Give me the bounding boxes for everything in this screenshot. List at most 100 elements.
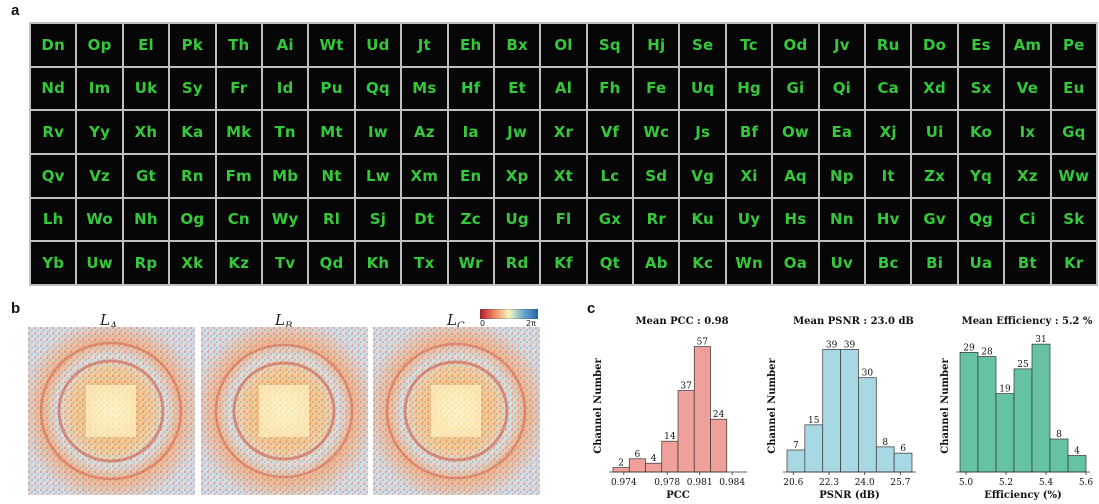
letter-cell: Js bbox=[680, 111, 725, 153]
letter-cell: Im bbox=[77, 67, 122, 110]
letter-cell: Ka bbox=[170, 111, 215, 153]
letter-cell: Fm bbox=[216, 155, 261, 197]
bar-count-label: 24 bbox=[713, 410, 725, 420]
letter-cell: Wr bbox=[448, 242, 493, 284]
letter-cell: Dt bbox=[402, 198, 447, 241]
bar-count-label: 8 bbox=[1056, 430, 1062, 440]
x-tick-label: 5.6 bbox=[1079, 478, 1094, 488]
bar-count-label: 4 bbox=[651, 454, 657, 464]
letter-cell: Zc bbox=[448, 198, 493, 241]
letter-cell: Se bbox=[680, 24, 725, 66]
letter-cell: Xm bbox=[402, 155, 447, 197]
x-tick-label: 24.0 bbox=[855, 478, 875, 488]
letter-cell: Mk bbox=[216, 111, 261, 153]
letter-cell: Ai bbox=[262, 24, 308, 66]
histogram-bar bbox=[710, 418, 728, 473]
letter-cell: Xz bbox=[1005, 155, 1050, 197]
bar-count-label: 39 bbox=[844, 340, 856, 350]
phase-label-a-base: L bbox=[100, 311, 110, 329]
letter-cell: Ve bbox=[1005, 67, 1050, 110]
letter-cell: Xj bbox=[866, 111, 911, 153]
letter-cell: Fr bbox=[216, 67, 261, 110]
phase-label-a-sub: A bbox=[109, 321, 118, 332]
letter-cell: Ci bbox=[1005, 198, 1050, 241]
bar-count-label: 2 bbox=[618, 459, 624, 469]
histogram-bar bbox=[786, 449, 806, 473]
histogram-ylabel: Channel Number bbox=[593, 358, 604, 454]
letter-cell: Ab bbox=[634, 242, 679, 284]
bar-count-label: 6 bbox=[900, 444, 906, 454]
letter-cell: Kc bbox=[680, 242, 725, 284]
letter-cell: Uv bbox=[819, 242, 865, 284]
letter-cell: Zx bbox=[912, 155, 957, 197]
letter-cell: Oa bbox=[773, 242, 818, 284]
phase-label-b: LB bbox=[275, 311, 292, 332]
letter-cell: Yb bbox=[31, 242, 76, 284]
letter-cell: Yq bbox=[958, 155, 1004, 197]
letter-cell: Ia bbox=[448, 111, 493, 153]
colorbar-max-label: 2π bbox=[526, 319, 536, 328]
letter-cell: Tx bbox=[402, 242, 447, 284]
histogram-3: Mean Efficiency : 5.2 % Channel Number 29 2… bbox=[940, 316, 1093, 501]
letter-cell: Hv bbox=[866, 198, 911, 241]
letter-cell: Vg bbox=[680, 155, 725, 197]
bar-count-label: 14 bbox=[664, 432, 676, 442]
letter-cell: Ea bbox=[819, 111, 865, 153]
letter-cell: Rl bbox=[309, 198, 354, 241]
letter-cell: Kz bbox=[216, 242, 261, 284]
letter-cell: Ui bbox=[912, 111, 957, 153]
letter-cell: Yy bbox=[77, 111, 122, 153]
letter-cell: Xr bbox=[541, 111, 586, 153]
phase-map-b bbox=[201, 327, 368, 495]
phase-label-c-sub: C bbox=[456, 321, 465, 332]
letter-cell: Xh bbox=[123, 111, 169, 153]
letter-cell: En bbox=[448, 155, 493, 197]
letter-cell: Sd bbox=[634, 155, 679, 197]
letter-cell: Jt bbox=[402, 24, 447, 66]
phase-label-c-base: L bbox=[447, 311, 457, 329]
panel-letter-c: c bbox=[587, 300, 596, 317]
letter-cell: Xi bbox=[726, 155, 772, 197]
letter-cell: Bf bbox=[726, 111, 772, 153]
letter-cell: Qd bbox=[309, 242, 354, 284]
phase-label-a: LA bbox=[100, 311, 117, 332]
x-tick-label: 5.0 bbox=[959, 478, 974, 488]
phase-label-b-base: L bbox=[275, 311, 285, 329]
histogram-ylabel: Channel Number bbox=[767, 358, 778, 454]
bar-count-label: 15 bbox=[808, 416, 820, 426]
letter-cell: Xp bbox=[494, 155, 540, 197]
letter-cell: Hj bbox=[634, 24, 679, 66]
histogram-2: Mean PSNR : 23.0 dB Channel Number 7 15 39 39… bbox=[767, 316, 916, 501]
letter-cell: Qv bbox=[31, 155, 76, 197]
letter-cell: Bi bbox=[912, 242, 957, 284]
colorbar-min-label: 0 bbox=[480, 319, 486, 328]
letter-cell: Mb bbox=[262, 155, 308, 197]
histogram-ylabel: Channel Number bbox=[940, 358, 951, 454]
letter-cell: Jw bbox=[494, 111, 540, 153]
histogram-bar bbox=[645, 462, 663, 473]
x-tick-label: 20.6 bbox=[783, 478, 803, 488]
letter-cell: Kr bbox=[1051, 242, 1096, 284]
letter-cell: Gi bbox=[773, 67, 818, 110]
letter-cell: Uq bbox=[680, 67, 725, 110]
letter-cell: Aq bbox=[773, 155, 818, 197]
letter-cell: Wt bbox=[309, 24, 354, 66]
letter-cell: Qg bbox=[958, 198, 1004, 241]
histogram-bar bbox=[977, 356, 997, 473]
letter-cell: Hs bbox=[773, 198, 818, 241]
letter-cell: Sx bbox=[958, 67, 1004, 110]
letter-cell: Th bbox=[216, 24, 261, 66]
x-tick-label: 5.2 bbox=[999, 478, 1013, 488]
letter-cell: Ru bbox=[866, 24, 911, 66]
histogram-bar bbox=[677, 390, 695, 473]
bar-count-label: 28 bbox=[981, 348, 993, 358]
histogram-bar bbox=[995, 393, 1015, 473]
bar-count-label: 4 bbox=[1074, 447, 1080, 457]
letter-cell: Rn bbox=[170, 155, 215, 197]
letter-cell: Fh bbox=[587, 67, 633, 110]
histogram-bar bbox=[1067, 455, 1087, 473]
letter-cell: Gt bbox=[123, 155, 169, 197]
histogram-bar bbox=[840, 349, 859, 473]
letter-cell: Rr bbox=[634, 198, 679, 241]
